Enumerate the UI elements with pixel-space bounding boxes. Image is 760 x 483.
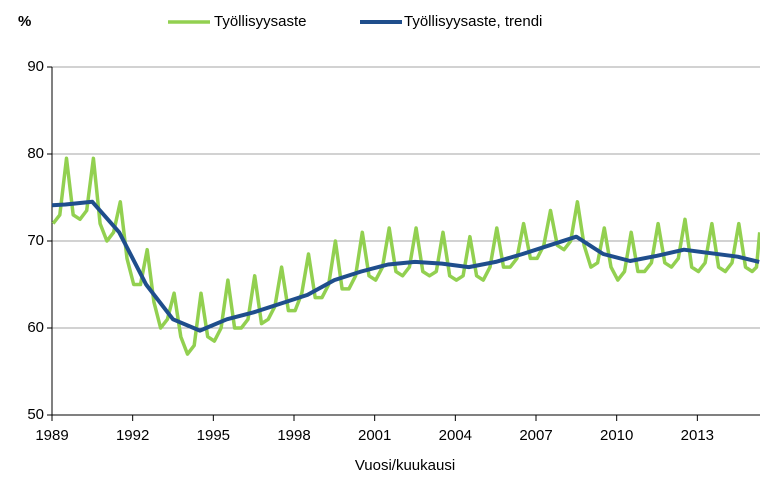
- y-tick-label: 50: [27, 406, 44, 423]
- x-tick-label: 2001: [358, 427, 391, 444]
- series-line: [51, 199, 760, 333]
- x-tick-label: 1998: [277, 427, 310, 444]
- y-tick-label: 90: [27, 58, 44, 75]
- series-line: [51, 156, 760, 356]
- x-tick-label: 2004: [439, 427, 472, 444]
- y-tick-label: 80: [27, 145, 44, 162]
- x-tick-label: 2007: [519, 427, 552, 444]
- x-tick-label: 2010: [600, 427, 633, 444]
- legend-label: Työllisyysaste: [214, 13, 307, 30]
- y-axis-label: %: [18, 13, 31, 30]
- x-tick-label: 1992: [116, 427, 149, 444]
- y-tick-label: 70: [27, 232, 44, 249]
- x-tick-label: 1995: [197, 427, 230, 444]
- x-tick-label: 1989: [35, 427, 68, 444]
- legend-label: Työllisyysaste, trendi: [404, 13, 542, 30]
- x-tick-label: 2013: [681, 427, 714, 444]
- x-axis-label: Vuosi/kuukausi: [355, 457, 455, 474]
- y-tick-label: 60: [27, 319, 44, 336]
